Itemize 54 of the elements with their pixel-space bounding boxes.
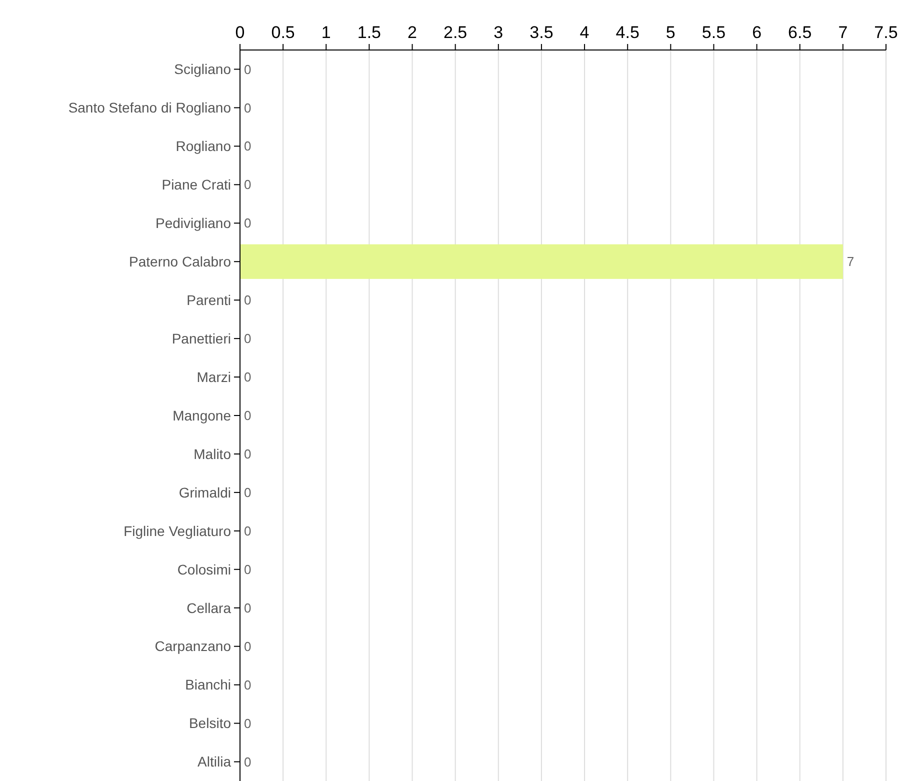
data-label: 0 bbox=[244, 62, 252, 77]
y-tick-label: Pedivigliano bbox=[156, 215, 232, 232]
data-label: 0 bbox=[244, 370, 252, 385]
x-tick-label: 6 bbox=[752, 23, 762, 42]
y-tick-label: Scigliano bbox=[174, 61, 232, 78]
y-tick-label: Altilia bbox=[198, 754, 232, 770]
data-label: 0 bbox=[244, 638, 252, 654]
data-label: 0 bbox=[244, 677, 252, 692]
data-label: 0 bbox=[244, 100, 252, 116]
data-label: 7 bbox=[846, 254, 854, 270]
data-label: 0 bbox=[244, 331, 252, 346]
x-tick-label: 0.5 bbox=[271, 23, 295, 42]
y-tick-label: Bianchi bbox=[185, 676, 231, 693]
y-tick-label: Paterno Calabro bbox=[129, 254, 232, 270]
y-tick-label: Mangone bbox=[172, 407, 232, 424]
y-tick-label: Carpanzano bbox=[154, 638, 232, 654]
data-label: 0 bbox=[244, 292, 252, 308]
x-tick-label: 4.5 bbox=[616, 23, 640, 42]
y-tick-label: Panettieri bbox=[172, 330, 231, 346]
data-label: 0 bbox=[244, 216, 252, 231]
y-tick-label: Marzi bbox=[196, 368, 231, 385]
x-tick-label: 5 bbox=[666, 23, 676, 42]
x-tick-label: 1 bbox=[321, 23, 331, 42]
data-label: 0 bbox=[244, 408, 252, 424]
data-label: 0 bbox=[244, 523, 252, 538]
y-tick-label: Belsito bbox=[188, 715, 232, 732]
data-label: 0 bbox=[244, 600, 252, 616]
data-label: 0 bbox=[244, 484, 252, 500]
x-tick-label: 3.5 bbox=[530, 23, 554, 42]
x-tick-label: 0 bbox=[235, 23, 245, 42]
data-label: 0 bbox=[244, 754, 252, 770]
data-label: 0 bbox=[244, 562, 252, 577]
y-tick-label: Cellara bbox=[186, 600, 232, 616]
data-label: 0 bbox=[244, 177, 252, 192]
x-tick-label: 1.5 bbox=[357, 23, 382, 42]
data-label: 0 bbox=[244, 716, 252, 731]
y-tick-label: Colosimi bbox=[177, 561, 231, 578]
y-tick-label: Santo Stefano di Rogliano bbox=[68, 100, 232, 116]
y-tick-label: Piane Crati bbox=[162, 176, 231, 193]
x-tick-label: 2.5 bbox=[444, 23, 468, 42]
y-tick-label: Malito bbox=[194, 446, 232, 462]
x-tick-label: 3 bbox=[494, 23, 504, 42]
x-tick-label: 5.5 bbox=[702, 23, 726, 42]
data-label: 0 bbox=[244, 446, 252, 462]
x-tick-label: 2 bbox=[408, 23, 417, 42]
x-tick-label: 7 bbox=[838, 23, 848, 42]
x-tick-label: 7.5 bbox=[874, 23, 898, 42]
y-tick-label: Parenti bbox=[186, 292, 231, 308]
y-tick-label: Grimaldi bbox=[178, 484, 231, 500]
data-label: 0 bbox=[244, 138, 252, 154]
x-tick-label: 6.5 bbox=[788, 23, 812, 42]
y-tick-label: Figline Vegliaturo bbox=[124, 522, 232, 539]
x-tick-label: 4 bbox=[580, 23, 590, 42]
y-tick-label: Rogliano bbox=[176, 138, 232, 154]
